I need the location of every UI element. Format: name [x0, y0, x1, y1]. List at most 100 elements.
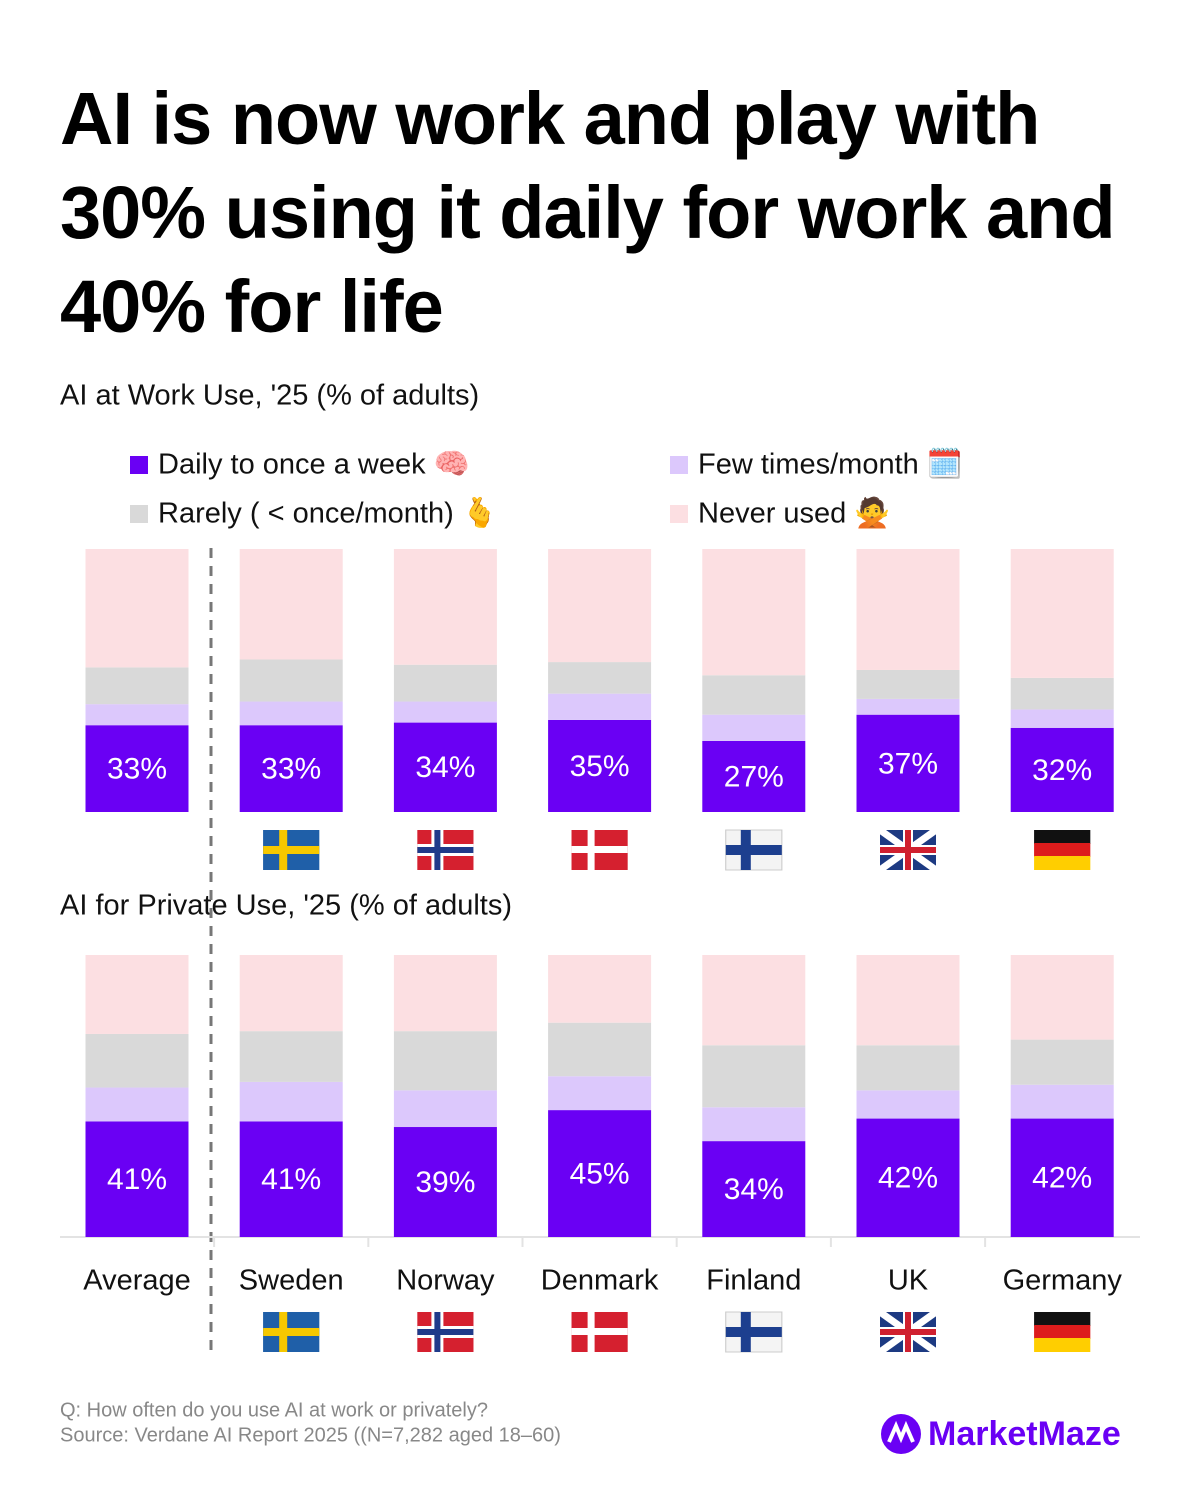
bar-segment — [239, 659, 343, 702]
flag — [725, 1327, 782, 1337]
bar-segment — [548, 662, 652, 694]
value-label: 41% — [107, 1163, 167, 1196]
value-label: 42% — [1032, 1162, 1092, 1195]
bar-segment — [548, 719, 652, 812]
bar-segment — [548, 1110, 652, 1237]
bar-segment — [856, 698, 960, 715]
bar-segment — [702, 955, 806, 1046]
value-label: 42% — [878, 1162, 938, 1195]
legend-swatch — [670, 505, 688, 523]
bar-segment — [85, 955, 189, 1034]
bar-segment — [702, 675, 806, 715]
flag — [571, 1328, 628, 1335]
bar-segment — [85, 1087, 189, 1122]
bar-segment — [393, 701, 497, 723]
bar-segment — [856, 1045, 960, 1091]
bar-segment — [85, 1033, 189, 1088]
bar-segment — [702, 740, 806, 812]
x-tick-label: Norway — [396, 1265, 495, 1297]
legend-label: Rarely ( < once/month) 🫰 — [158, 496, 498, 530]
bar-segment — [856, 714, 960, 812]
bar-segment — [85, 725, 189, 812]
legend-swatch — [670, 456, 688, 474]
bar-segment — [393, 664, 497, 702]
bar-segment — [548, 549, 652, 663]
bar-segment — [856, 549, 960, 670]
flag — [1034, 1312, 1091, 1326]
bar-segment — [239, 1081, 343, 1122]
value-label: 45% — [570, 1157, 630, 1190]
chart-title: AI for Private Use, '25 (% of adults) — [60, 890, 512, 922]
flag — [263, 1328, 320, 1336]
flag — [880, 1329, 936, 1335]
bar-segment — [1010, 1118, 1114, 1237]
bar-segment — [393, 1090, 497, 1128]
flag — [880, 847, 936, 853]
value-label: 33% — [107, 753, 167, 786]
legend-label: Daily to once a week 🧠 — [158, 449, 470, 481]
bar-segment — [1010, 955, 1114, 1040]
footnote: Q: How often do you use AI at work or pr… — [60, 1399, 488, 1421]
bar-segment — [85, 549, 189, 668]
bar-segment — [239, 725, 343, 812]
bar-segment — [856, 1090, 960, 1119]
bar-segment — [548, 1076, 652, 1111]
flag — [1034, 830, 1091, 844]
bar-segment — [393, 1127, 497, 1237]
logo-mark — [887, 1420, 915, 1444]
bar-segment — [548, 1022, 652, 1077]
bar-segment — [85, 667, 189, 705]
bar-segment — [1010, 549, 1114, 678]
value-label: 34% — [724, 1173, 784, 1206]
bar-segment — [239, 1031, 343, 1082]
bar-segment — [1010, 1039, 1114, 1085]
bar-segment — [85, 704, 189, 726]
bar-segment — [393, 549, 497, 665]
bar-segment — [702, 1141, 806, 1237]
bar-segment — [856, 1118, 960, 1237]
value-label: 27% — [724, 760, 784, 793]
flag — [1034, 1338, 1091, 1352]
bar-segment — [702, 714, 806, 741]
value-label: 32% — [1032, 754, 1092, 787]
legend-swatch — [130, 456, 148, 474]
bar-segment — [1010, 677, 1114, 710]
bar-segment — [702, 1107, 806, 1142]
chart-title: AI at Work Use, '25 (% of adults) — [60, 380, 479, 412]
x-tick-label: Finland — [706, 1265, 801, 1297]
source: Source: Verdane AI Report 2025 ((N=7,282… — [60, 1424, 561, 1446]
bar-segment — [239, 701, 343, 726]
bar-segment — [239, 1121, 343, 1237]
bar-segment — [1010, 709, 1114, 728]
bar-segment — [856, 669, 960, 699]
flag — [417, 1329, 474, 1335]
legend-label: Never used 🙅 — [698, 495, 890, 530]
bar-segment — [1010, 727, 1114, 812]
bar-segment — [548, 693, 652, 720]
flag — [1034, 843, 1091, 857]
bar-segment — [1010, 1084, 1114, 1119]
bar-segment — [548, 955, 652, 1023]
x-tick-label: UK — [888, 1265, 929, 1297]
x-tick-label: Sweden — [239, 1265, 344, 1297]
value-label: 39% — [415, 1166, 475, 1199]
bar-segment — [239, 955, 343, 1032]
legend-swatch — [130, 505, 148, 523]
legend-label: Few times/month 🗓️ — [698, 447, 963, 481]
value-label: 35% — [570, 750, 630, 783]
bar-segment — [393, 1031, 497, 1091]
title: AI is now work and play with 30% using i… — [60, 77, 1116, 348]
flag — [417, 847, 474, 853]
bar-segment — [393, 722, 497, 812]
bar-segment — [393, 955, 497, 1032]
flag — [1034, 856, 1091, 870]
brand: MarketMaze — [928, 1415, 1121, 1453]
flag — [263, 846, 320, 854]
x-tick-label: Average — [83, 1265, 191, 1297]
flag — [571, 846, 628, 853]
value-label: 33% — [261, 753, 321, 786]
x-tick-label: Germany — [1003, 1265, 1123, 1297]
bar-segment — [239, 549, 343, 660]
